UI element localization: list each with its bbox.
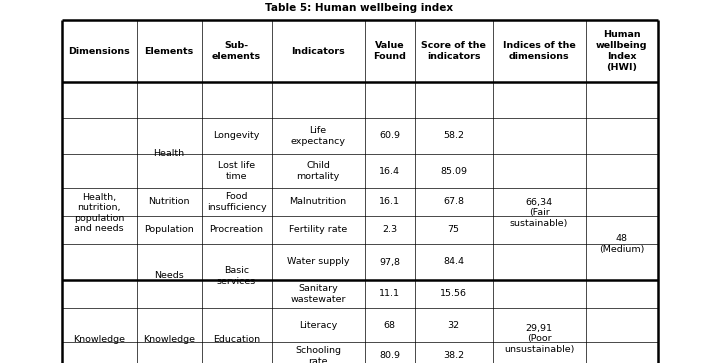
Text: Sub-
elements: Sub- elements — [212, 41, 261, 61]
Text: Schooling
rate: Schooling rate — [295, 346, 341, 363]
Text: Population: Population — [144, 225, 194, 234]
Text: 68: 68 — [383, 321, 395, 330]
Text: Indicators: Indicators — [291, 46, 345, 56]
Text: 84.4: 84.4 — [443, 257, 464, 266]
Text: Longevity: Longevity — [214, 131, 260, 140]
Text: Elements: Elements — [145, 46, 193, 56]
Text: Malnutrition: Malnutrition — [290, 197, 347, 207]
Text: Knowledge: Knowledge — [73, 334, 125, 343]
Text: 16.1: 16.1 — [379, 197, 400, 207]
Text: Lost life
time: Lost life time — [218, 161, 255, 181]
Text: 11.1: 11.1 — [379, 290, 400, 298]
Text: Human
wellbeing
Index
(HWI): Human wellbeing Index (HWI) — [596, 30, 647, 72]
Text: 97,8: 97,8 — [379, 257, 400, 266]
Text: Sanitary
wastewater: Sanitary wastewater — [290, 284, 346, 304]
Text: Needs: Needs — [154, 272, 184, 281]
Text: 67.8: 67.8 — [443, 197, 464, 207]
Text: Education: Education — [213, 334, 260, 343]
Text: Score of the
indicators: Score of the indicators — [421, 41, 486, 61]
Text: 66,34
(Fair
sustainable): 66,34 (Fair sustainable) — [510, 198, 568, 228]
Text: 38.2: 38.2 — [443, 351, 464, 360]
Text: 80.9: 80.9 — [379, 351, 400, 360]
Text: Indices of the
dimensions: Indices of the dimensions — [503, 41, 575, 61]
Text: Basic
services: Basic services — [217, 266, 256, 286]
Text: 60.9: 60.9 — [379, 131, 400, 140]
Text: 16.4: 16.4 — [379, 167, 400, 175]
Text: Life
expectancy: Life expectancy — [290, 126, 346, 146]
Text: 29,91
(Poor
unsustainable): 29,91 (Poor unsustainable) — [504, 324, 574, 354]
Text: Child
mortality: Child mortality — [296, 161, 339, 181]
Text: Health,
nutrition,
population
and needs: Health, nutrition, population and needs — [74, 193, 124, 233]
Text: Value
Found: Value Found — [373, 41, 406, 61]
Text: Procreation: Procreation — [209, 225, 263, 234]
Text: Water supply: Water supply — [287, 257, 349, 266]
Text: 32: 32 — [447, 321, 459, 330]
Text: 2.3: 2.3 — [382, 225, 397, 234]
Text: Health: Health — [153, 148, 185, 158]
Text: Table 5: Human wellbeing index: Table 5: Human wellbeing index — [265, 3, 454, 13]
Text: 85.09: 85.09 — [440, 167, 467, 175]
Text: Food
insufficiency: Food insufficiency — [206, 192, 266, 212]
Text: 15.56: 15.56 — [440, 290, 467, 298]
Text: 48
(Medium): 48 (Medium) — [599, 234, 644, 254]
Text: Dimensions: Dimensions — [68, 46, 130, 56]
Text: Nutrition: Nutrition — [148, 197, 190, 207]
Text: Knowledge: Knowledge — [143, 334, 195, 343]
Text: Fertility rate: Fertility rate — [289, 225, 347, 234]
Text: 58.2: 58.2 — [443, 131, 464, 140]
Text: 75: 75 — [447, 225, 459, 234]
Text: Literacy: Literacy — [299, 321, 337, 330]
